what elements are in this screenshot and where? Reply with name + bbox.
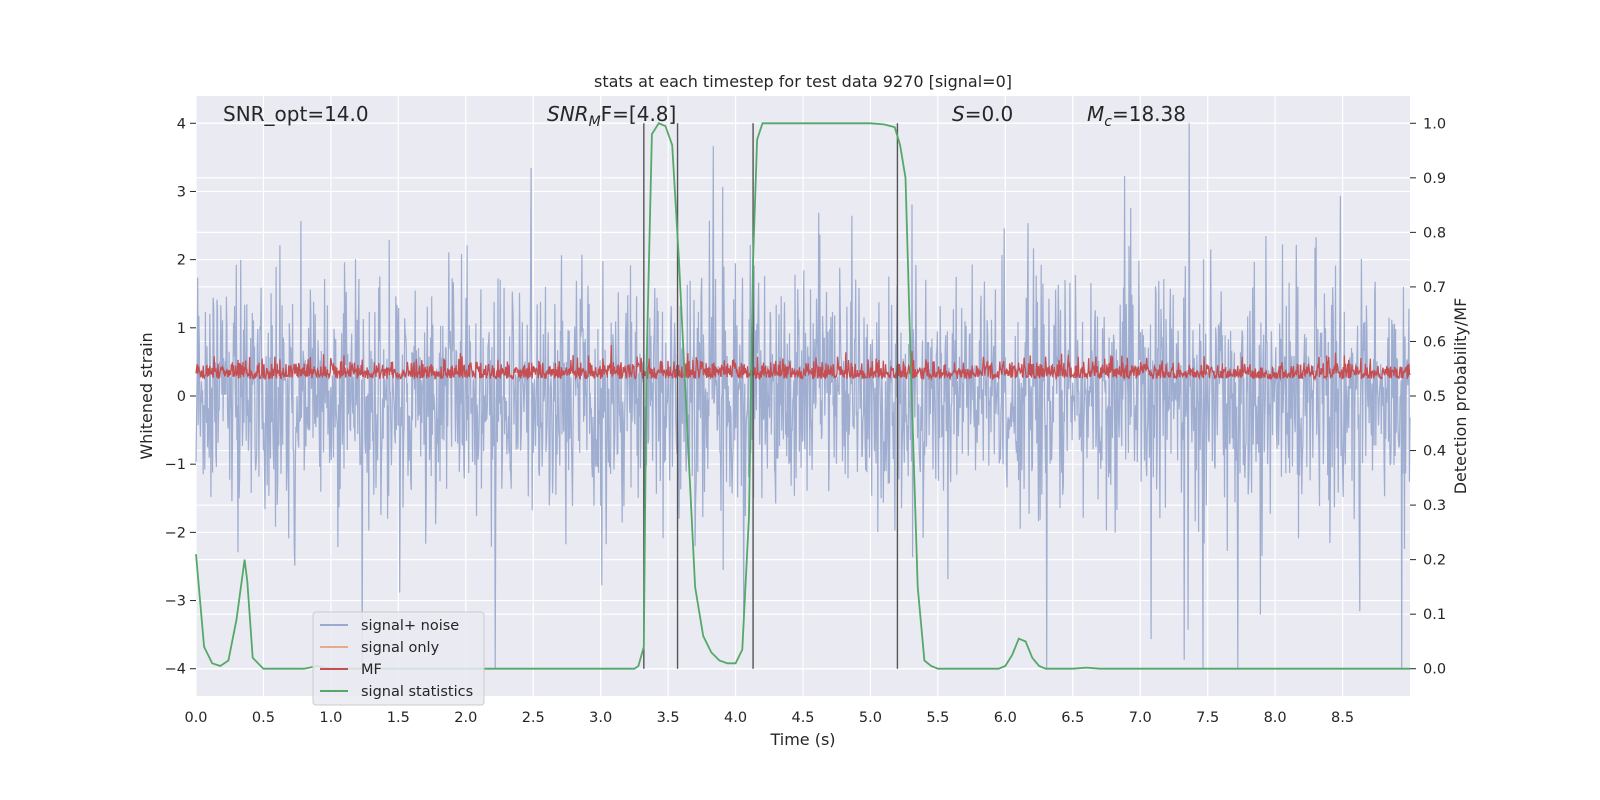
s-val: =0.0 [965,102,1014,126]
vertical-marker-lines [643,123,899,669]
y2-tick-label: 0.7 [1423,280,1446,296]
mc-annotation: Mc=18.38 [1087,102,1186,130]
legend-label-stats: signal statistics [361,684,473,700]
y-tick-label: −4 [165,662,186,678]
y-tick-label: 1 [177,321,186,337]
plot-area [195,96,1411,696]
x-tick-label: 4.5 [791,710,814,726]
y-axis-ticks: 4 3 2 1 0 −1 −2 −3 −4 [165,116,196,678]
y-tick-label: 3 [177,184,186,200]
x-tick-label: 2.0 [454,710,477,726]
y-tick-label: 4 [177,116,186,132]
x-tick-label: 5.0 [859,710,882,726]
y2-tick-label: 0.4 [1423,444,1446,460]
mc-val: =18.38 [1112,102,1186,126]
s-var: S [952,102,965,126]
legend-label-noise: signal+ noise [361,618,459,634]
x-tick-label: 6.0 [994,710,1017,726]
y2-tick-label: 0.3 [1423,498,1446,514]
x-tick-label: 8.0 [1264,710,1287,726]
y2-tick-label: 0.0 [1423,662,1446,678]
x-tick-label: 1.0 [319,710,342,726]
y2-tick-label: 0.1 [1423,607,1446,623]
snr-mf-sub: M [589,114,601,130]
s-annotation: S=0.0 [952,102,1013,126]
x-tick-label: 8.5 [1331,710,1354,726]
snr-mf-annotation: SNRMF=[4.8] [547,102,676,130]
legend-box [312,611,485,706]
x-tick-label: 7.0 [1129,710,1152,726]
snr-mf-rest: F=[4.8] [601,102,677,126]
signal-noise-series [195,123,1411,669]
legend-label-mf: MF [361,662,382,678]
x-axis-ticks: 0.0 0.5 1.0 1.5 2.0 2.5 3.0 3.5 4.0 4.5 5.0 5.5 6.0 6… [184,710,1354,726]
x-tick-label: 0.0 [184,710,207,726]
y2-tick-label: 0.2 [1423,553,1446,569]
x-axis-label: Time (s) [769,730,835,749]
x-tick-label: 1.5 [387,710,410,726]
y-tick-label: 2 [177,253,186,269]
mc-var: M [1087,102,1104,126]
y2-axis-label: Detection probability/MF [1451,298,1470,495]
chart-title: stats at each timestep for test data 927… [594,72,1012,91]
y-tick-label: −1 [165,457,186,473]
snr-opt-annotation: SNR_opt=14.0 [223,102,369,126]
noise-line [195,123,1411,669]
y-tick-label: 0 [177,389,186,405]
y2-tick-label: 1.0 [1423,116,1446,132]
x-tick-label: 3.0 [589,710,612,726]
y-tick-label: −2 [165,525,186,541]
mf-line [195,344,1411,382]
y2-tick-label: 0.9 [1423,171,1446,187]
x-tick-label: 7.5 [1196,710,1219,726]
y-tick-label: −3 [165,594,186,610]
x-tick-label: 3.5 [657,710,680,726]
x-tick-label: 6.5 [1061,710,1084,726]
legend-label-signal-only: signal only [361,640,440,656]
y-axis-label: Whitened strain [137,332,156,459]
x-tick-label: 0.5 [252,710,275,726]
snr-mf-base: SNR [547,102,589,126]
x-tick-label: 2.5 [522,710,545,726]
y2-axis-ticks: 1.0 0.9 0.8 0.7 0.6 0.5 0.4 0.3 0.2 0.1 0.0 [1410,116,1446,678]
y2-tick-label: 0.6 [1423,334,1446,350]
mc-sub: c [1104,114,1112,130]
x-tick-label: 4.0 [724,710,747,726]
y2-tick-label: 0.5 [1423,389,1446,405]
y2-tick-label: 0.8 [1423,225,1446,241]
mf-series [195,344,1411,382]
x-tick-label: 5.5 [926,710,949,726]
chart-legend: signal+ noise signal only MF signal stat… [312,611,485,706]
